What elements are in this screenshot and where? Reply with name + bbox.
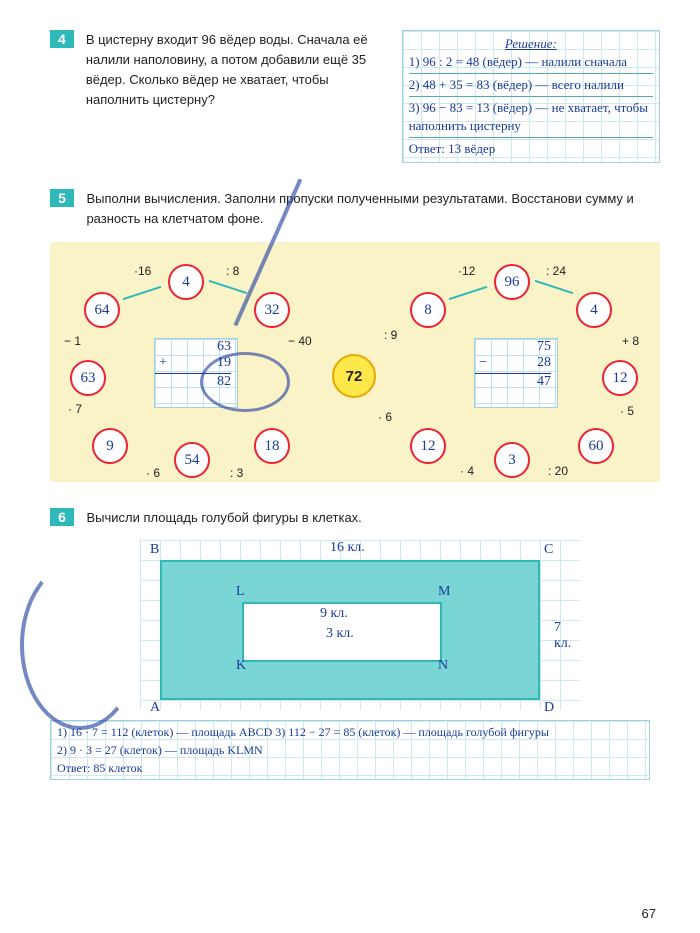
solution-heading: Решение:	[409, 35, 653, 53]
task-4: 4 В цистерну входит 96 вёдер воды. Снача…	[50, 30, 660, 163]
task4-solution: Решение: 1) 96 : 2 = 48 (вёдер) — налили…	[402, 30, 660, 163]
node-64: 64	[84, 292, 120, 328]
op-r4: · 5	[620, 404, 634, 418]
op-l6: : 3	[230, 466, 243, 480]
op-r3: + 8	[622, 334, 639, 348]
node-4l: 4	[168, 264, 204, 300]
dim-innerh: 3 кл.	[326, 626, 354, 642]
node-12a: 12	[602, 360, 638, 396]
label-M: M	[438, 584, 450, 600]
node-4r: 4	[576, 292, 612, 328]
op-r2: : 24	[546, 264, 566, 278]
task6-work: 1) 16 · 7 = 112 (клеток) — площадь ABCD …	[50, 720, 650, 780]
op-r7: · 6	[378, 410, 392, 424]
task-number-4: 4	[50, 30, 74, 48]
sum-a: 63	[155, 339, 231, 355]
op-l4: · 7	[68, 402, 82, 416]
diff-sign: −	[479, 355, 487, 371]
node-96: 96	[494, 264, 530, 300]
node-18: 18	[254, 428, 290, 464]
solution-line3: 3) 96 − 83 = 13 (вёдер) — не хватает, чт…	[409, 99, 653, 135]
task-6: 6 Вычисли площадь голубой фигуры в клетк…	[50, 508, 660, 780]
diff-a: 75	[475, 339, 551, 355]
diff-box: − 75 28 47	[474, 338, 558, 408]
op-r1: ·12	[458, 264, 475, 278]
solution-line2: 2) 48 + 35 = 83 (вёдер) — всего налили	[409, 76, 653, 94]
page-number: 67	[642, 906, 656, 921]
label-C: C	[544, 542, 553, 558]
node-8: 8	[410, 292, 446, 328]
task6-figure: B C A D L M K N 16 кл. 7 кл. 9 кл. 3 кл.	[140, 540, 580, 710]
node-12b: 12	[410, 428, 446, 464]
label-K: K	[236, 658, 246, 674]
work-l2: 2) 9 · 3 = 27 (клеток) — площадь KLMN	[57, 741, 643, 759]
op-l2: − 1	[64, 334, 81, 348]
label-L: L	[236, 584, 245, 600]
task-number-5: 5	[50, 189, 74, 207]
work-l1: 1) 16 · 7 = 112 (клеток) — площадь ABCD …	[57, 723, 643, 741]
dim-top: 16 кл.	[330, 540, 365, 556]
op-r0: : 9	[384, 328, 397, 342]
label-A: A	[150, 700, 160, 716]
sum-sign: +	[159, 355, 167, 371]
op-r5: : 20	[548, 464, 568, 478]
label-B: B	[150, 542, 159, 558]
op-l5: · 6	[146, 466, 160, 480]
work-ans: Ответ: 85 клеток	[57, 759, 643, 777]
label-D: D	[544, 700, 554, 716]
dim-innerw: 9 кл.	[320, 606, 348, 622]
op-l1: : 8	[226, 264, 239, 278]
diff-res: 47	[475, 373, 551, 390]
op-l0: ·16	[134, 264, 151, 278]
dim-side: 7 кл.	[554, 620, 580, 652]
node-3: 3	[494, 442, 530, 478]
node-60: 60	[578, 428, 614, 464]
node-9: 9	[92, 428, 128, 464]
node-63: 63	[70, 360, 106, 396]
solution-line1: 1) 96 : 2 = 48 (вёдер) — налили сначала	[409, 53, 653, 71]
task4-problem: В цистерну входит 96 вёдер воды. Сначала…	[86, 30, 384, 111]
op-r6: · 4	[460, 464, 474, 478]
task-number-6: 6	[50, 508, 74, 526]
task6-problem: Вычисли площадь голубой фигуры в клетках…	[86, 508, 646, 528]
solution-answer: Ответ: 13 вёдер	[409, 140, 653, 158]
label-N: N	[438, 658, 448, 674]
node-54: 54	[174, 442, 210, 478]
pen-scribble	[20, 560, 140, 730]
